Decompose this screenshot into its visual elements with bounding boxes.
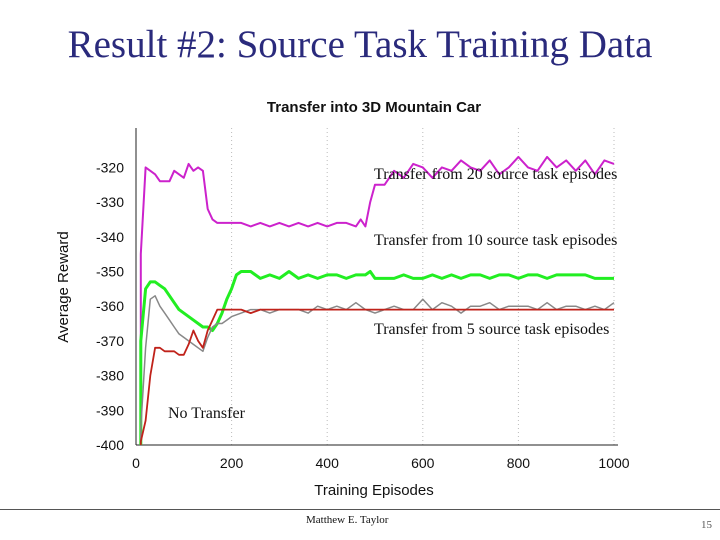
slide-title: Result #2: Source Task Training Data bbox=[67, 23, 653, 66]
footer-author: Matthew E. Taylor bbox=[306, 514, 389, 526]
x-tick-label: 200 bbox=[220, 455, 244, 471]
annotation-5-episodes: Transfer from 5 source task episodes bbox=[374, 321, 609, 338]
chart-title: Transfer into 3D Mountain Car bbox=[267, 99, 481, 116]
series-line-20-episodes bbox=[139, 155, 615, 445]
axes bbox=[135, 128, 618, 446]
line-chart: Transfer into 3D Mountain Car -320-330-3… bbox=[55, 99, 630, 499]
y-tick-label: -320 bbox=[96, 159, 124, 175]
series-line-10-episodes bbox=[139, 270, 614, 445]
series-line-no-transfer bbox=[139, 308, 614, 445]
annotation-10-episodes: Transfer from 10 source task episodes bbox=[374, 232, 617, 249]
y-tick-labels: -320 -330 -340 -350 -360 -370 -380 -390 -400 bbox=[96, 159, 124, 453]
series-line-5-episodes bbox=[140, 295, 615, 445]
y-axis-label: Average Reward bbox=[55, 231, 72, 342]
page-number: 15 bbox=[701, 519, 712, 531]
x-tick-label: 400 bbox=[316, 455, 340, 471]
y-tick-label: -370 bbox=[96, 333, 124, 349]
y-tick-label: -350 bbox=[96, 263, 124, 279]
x-tick-label: 600 bbox=[411, 455, 435, 471]
x-tick-label: 800 bbox=[507, 455, 531, 471]
footer-divider bbox=[0, 509, 720, 510]
y-tick-label: -390 bbox=[96, 402, 124, 418]
y-tick-label: -400 bbox=[96, 437, 124, 453]
y-tick-label: -360 bbox=[96, 298, 124, 314]
series-lines bbox=[139, 155, 615, 445]
annotation-no-transfer: No Transfer bbox=[168, 405, 246, 422]
y-tick-label: -380 bbox=[96, 368, 124, 384]
grid-lines bbox=[231, 128, 615, 445]
y-tick-label: -330 bbox=[96, 194, 124, 210]
annotation-20-episodes: Transfer from 20 source task episodes bbox=[374, 166, 617, 183]
x-tick-label: 1000 bbox=[598, 455, 629, 471]
y-tick-label: -340 bbox=[96, 229, 124, 245]
x-tick-label: 0 bbox=[132, 455, 140, 471]
x-axis-label: Training Episodes bbox=[314, 482, 434, 499]
x-tick-labels: 0 200 400 600 800 1000 bbox=[132, 455, 630, 471]
